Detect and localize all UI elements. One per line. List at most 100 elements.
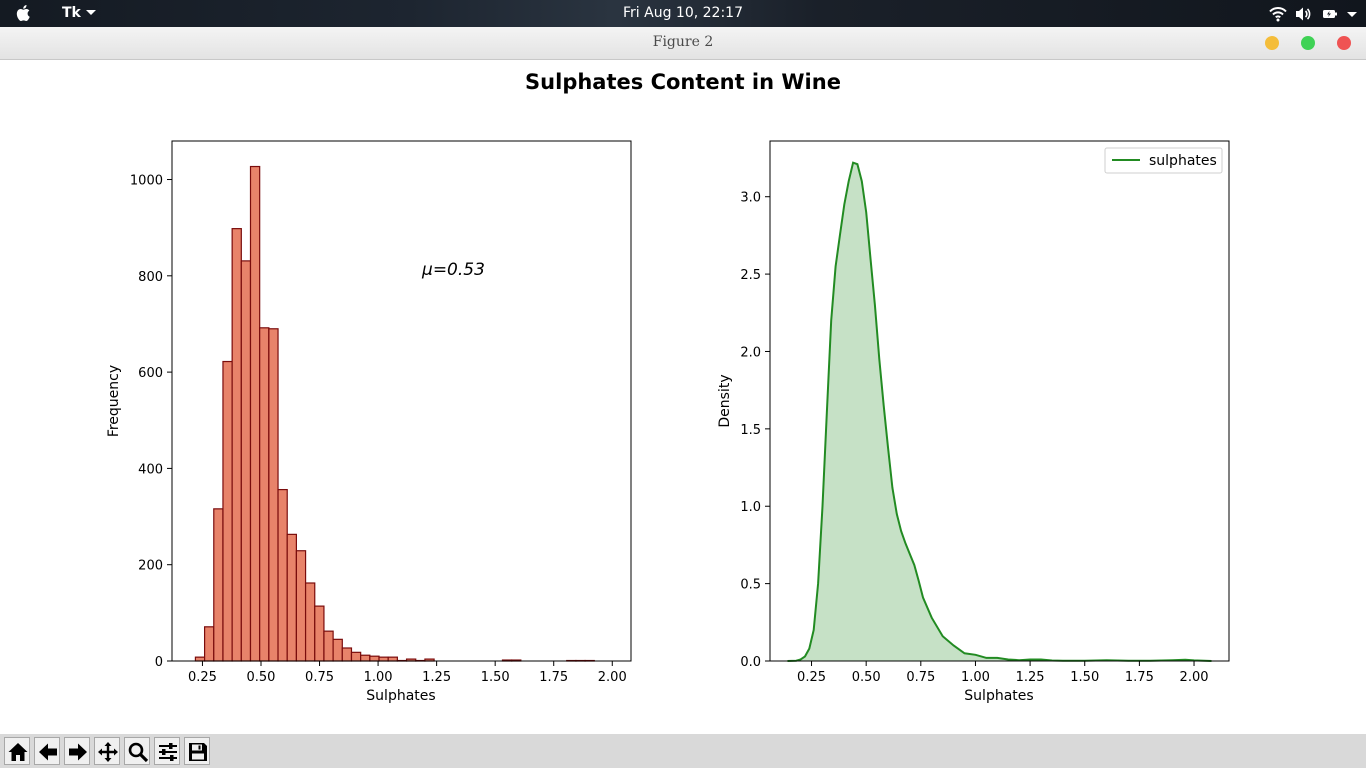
y-tick-label: 0 (155, 655, 163, 670)
histogram-bar (277, 488, 288, 662)
kde-y-ticks: 0.0 0.5 1.0 1.5 2.0 2.5 3.0 (740, 191, 770, 670)
y-tick-label: 3.0 (740, 191, 761, 206)
minimize-button[interactable] (1265, 36, 1279, 50)
histogram-bar (295, 550, 307, 662)
kde-axes: 0.25 0.50 0.75 1.00 1.25 1.50 1.75 2.00 0.0 0.5 1… (717, 140, 1230, 704)
histogram-bar (240, 260, 252, 662)
volume-icon[interactable] (1295, 6, 1311, 22)
x-tick-label: 1.00 (364, 670, 393, 685)
histogram-bars (194, 165, 595, 662)
histogram-bar (323, 630, 334, 662)
histogram-axes: 0.25 0.50 0.75 1.00 1.25 1.50 1.75 2.00 0 200 400… (106, 140, 632, 704)
x-tick-label: 1.75 (1125, 670, 1154, 685)
histogram-bar (222, 360, 233, 662)
histogram-bar (350, 651, 362, 662)
x-tick-label: 0.50 (247, 670, 276, 685)
histogram-x-ticks: 0.25 0.50 0.75 1.00 1.25 1.50 1.75 2.00 (188, 661, 627, 685)
figure-title: Sulphates Content in Wine (525, 70, 841, 94)
histogram-bar (387, 656, 398, 662)
kde-x-ticks: 0.25 0.50 0.75 1.00 1.25 1.50 1.75 2.00 (797, 661, 1209, 685)
back-arrow-icon (39, 743, 57, 761)
caret-down-icon (86, 10, 96, 15)
home-icon (8, 743, 28, 761)
histogram-bar (194, 656, 206, 662)
y-tick-label: 2.0 (740, 345, 761, 360)
y-tick-label: 400 (138, 462, 163, 477)
x-tick-label: 1.25 (422, 670, 451, 685)
wifi-icon[interactable] (1269, 6, 1287, 22)
x-tick-label: 0.75 (305, 670, 334, 685)
kde-xlabel: Sulphates (964, 688, 1033, 704)
apple-icon[interactable] (14, 3, 34, 23)
x-tick-label: 1.00 (961, 670, 990, 685)
histogram-frame (171, 140, 632, 662)
x-tick-label: 1.75 (539, 670, 568, 685)
histogram-bar (249, 165, 261, 662)
histogram-bar (360, 654, 371, 662)
histogram-bar (332, 638, 343, 662)
histogram-bar (231, 228, 242, 662)
close-button[interactable] (1337, 36, 1351, 50)
x-tick-label: 0.50 (852, 670, 881, 685)
y-tick-label: 1.0 (740, 500, 761, 515)
histogram-bar (369, 655, 380, 662)
back-button[interactable] (34, 737, 60, 765)
y-tick-label: 0.0 (740, 655, 761, 670)
x-tick-label: 1.50 (1070, 670, 1099, 685)
battery-icon[interactable] (1322, 6, 1338, 22)
forward-button[interactable] (64, 737, 90, 765)
configure-subplots-icon (159, 743, 177, 761)
window-title: Figure 2 (652, 34, 714, 50)
save-button[interactable] (184, 737, 210, 765)
histogram-ylabel: Frequency (106, 365, 122, 437)
save-icon (189, 743, 207, 761)
zoom-icon (128, 742, 149, 763)
x-tick-label: 2.00 (1180, 670, 1209, 685)
y-tick-label: 600 (138, 366, 163, 381)
clock[interactable]: Fri Aug 10, 22:17 (623, 5, 743, 21)
configure-subplots-button[interactable] (154, 737, 180, 765)
mean-annotation: μ=0.53 (421, 260, 485, 280)
histogram-bar (213, 508, 224, 662)
forward-arrow-icon (69, 743, 87, 761)
navigation-toolbar (0, 734, 1366, 768)
histogram-bar (378, 656, 389, 662)
app-menu[interactable]: Tk (62, 5, 81, 21)
y-tick-label: 200 (138, 559, 163, 574)
kde-ylabel: Density (717, 374, 733, 427)
x-tick-label: 2.00 (598, 670, 627, 685)
maximize-button[interactable] (1301, 36, 1315, 50)
y-tick-label: 0.5 (740, 578, 761, 593)
legend-label: sulphates (1149, 153, 1217, 169)
legend-box (1104, 147, 1223, 174)
pan-icon (98, 742, 118, 762)
pan-button[interactable] (94, 737, 120, 765)
histogram-bar (259, 327, 270, 662)
kde-frame (769, 140, 1230, 662)
y-tick-label: 1.5 (740, 423, 761, 438)
kde-legend: sulphates (1104, 147, 1223, 174)
chevron-down-icon[interactable] (1346, 6, 1358, 22)
x-tick-label: 0.25 (188, 670, 217, 685)
histogram-bar (341, 647, 353, 662)
x-tick-label: 0.25 (797, 670, 826, 685)
y-tick-label: 800 (138, 270, 163, 285)
histogram-bar (286, 533, 297, 662)
histogram-y-ticks: 0 200 400 600 800 1000 (130, 174, 172, 670)
zoom-button[interactable] (124, 737, 150, 765)
y-tick-label: 2.5 (740, 268, 761, 283)
home-button[interactable] (4, 737, 30, 765)
figure-svg: Sulphates Content in Wine 0.25 0.50 0.75 1.… (106, 70, 1230, 704)
x-tick-label: 1.50 (481, 670, 510, 685)
x-tick-label: 0.75 (906, 670, 935, 685)
menu-bar: Tk Fri Aug 10, 22:17 (0, 0, 1366, 27)
histogram-xlabel: Sulphates (366, 688, 435, 704)
window-titlebar[interactable]: Figure 2 (0, 27, 1366, 60)
histogram-bar (314, 605, 325, 662)
figure-canvas[interactable]: Sulphates Content in Wine 0.25 0.50 0.75 1.… (0, 60, 1366, 734)
histogram-bar (304, 582, 316, 662)
kde-fill-area (787, 162, 1212, 661)
histogram-bar (203, 626, 215, 662)
x-tick-label: 1.25 (1016, 670, 1045, 685)
histogram-bar (268, 328, 279, 662)
